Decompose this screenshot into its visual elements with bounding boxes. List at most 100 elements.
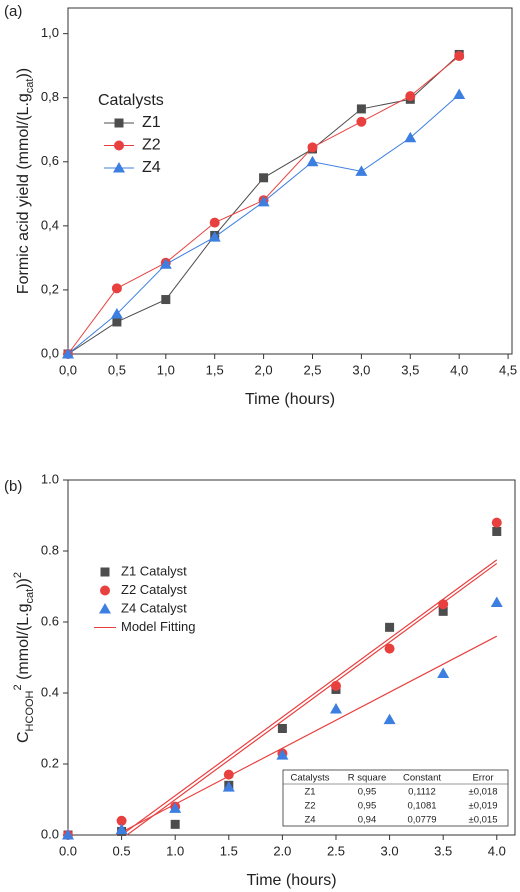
x-tick-label: 0.5	[113, 843, 131, 858]
x-tick-label: 4,5	[499, 362, 517, 377]
y-tick-label: 0.8	[41, 542, 59, 557]
legend-label: Z4 Catalyst	[121, 600, 187, 615]
y-tick-label: 0.6	[41, 613, 59, 628]
table-cell: 0,94	[358, 815, 377, 826]
marker-circle	[100, 585, 110, 596]
x-tick-label: 2,5	[303, 362, 321, 377]
marker-circle	[116, 815, 127, 826]
marker-square	[438, 606, 448, 616]
marker-triangle	[437, 667, 450, 678]
y-axis-label-part: 2	[12, 572, 24, 578]
panel-label: (b)	[4, 478, 22, 495]
marker-square	[170, 819, 180, 829]
x-axis-label: Time (hours)	[246, 872, 336, 889]
y-axis-label-part: Formic acid yield (mmol/(L.g	[15, 93, 32, 294]
panel-label: (a)	[4, 3, 22, 20]
x-tick-label: 2.0	[273, 843, 291, 858]
marker-triangle	[404, 131, 417, 143]
table-cell: 0,95	[358, 801, 377, 812]
marker-triangle	[355, 165, 368, 176]
marker-square	[161, 295, 171, 305]
y-axis-label-part: cat	[24, 79, 36, 94]
marker-circle	[330, 680, 341, 691]
table-cell: 0,1081	[407, 801, 436, 812]
plot-frame	[67, 479, 516, 836]
y-axis-label-part: HCOOH	[24, 690, 36, 731]
marker-circle	[209, 217, 220, 228]
y-axis-label-part: ))	[15, 578, 32, 589]
fit-line	[121, 559, 498, 836]
table-frame	[282, 769, 509, 827]
marker-square	[112, 317, 122, 327]
x-tick-label: 1.5	[220, 843, 238, 858]
x-tick-label: 4.0	[488, 843, 506, 858]
y-tick-label: 0.4	[41, 684, 59, 699]
table-cell: Z4	[304, 815, 315, 826]
y-tick-label: 0,6	[41, 153, 59, 168]
marker-square	[259, 173, 269, 183]
x-tick-label: 3.0	[381, 843, 399, 858]
legend-label: Model Fitting	[121, 619, 195, 634]
y-axis-label-part: 2	[12, 684, 24, 690]
y-tick-label: 0,4	[41, 217, 59, 232]
table-cell: ±0,015	[469, 815, 498, 826]
marker-triangle	[490, 596, 503, 607]
x-axis-label: Time (hours)	[245, 391, 335, 408]
x-tick-label: 3,5	[401, 362, 419, 377]
marker-triangle	[169, 802, 182, 813]
marker-triangle	[62, 829, 74, 840]
x-tick-label: 4,0	[450, 362, 468, 377]
y-tick-label: 0,2	[41, 281, 59, 296]
table-header: Error	[472, 773, 493, 784]
marker-circle	[111, 283, 122, 294]
marker-triangle	[453, 88, 466, 99]
marker-square	[114, 118, 124, 128]
legend-label: Z1 Catalyst	[121, 563, 187, 578]
legend-label: Z1	[142, 114, 161, 131]
y-tick-label: 0.2	[41, 755, 59, 770]
y-tick-label: 0,8	[41, 89, 59, 104]
marker-square	[385, 622, 395, 632]
marker-triangle	[99, 603, 111, 614]
marker-square	[492, 526, 502, 536]
y-axis-label-part: C	[15, 731, 32, 743]
y-axis-label: Formic acid yield (mmol/(L.gcat))	[15, 68, 36, 294]
table-header: Constant	[403, 773, 441, 784]
x-tick-label: 1,5	[206, 362, 224, 377]
table-cell: Z2	[304, 801, 315, 812]
y-axis-label-part: ))	[15, 68, 32, 79]
marker-circle	[307, 142, 318, 153]
y-tick-label: 0,0	[41, 345, 59, 360]
marker-circle	[405, 91, 416, 102]
plot-frame	[67, 7, 513, 355]
y-tick-label: 0.0	[41, 826, 59, 841]
marker-triangle	[306, 155, 319, 167]
marker-circle	[356, 116, 367, 127]
x-tick-label: 0.0	[59, 843, 77, 858]
table-header: Catalysts	[290, 773, 329, 784]
table-cell: 0,0779	[407, 815, 436, 826]
table-cell: ±0,018	[469, 787, 498, 798]
series-line	[67, 94, 460, 355]
marker-triangle	[329, 702, 342, 714]
y-axis-label-part: cat	[24, 589, 36, 604]
marker-circle	[454, 51, 465, 62]
marker-circle	[438, 599, 449, 610]
marker-triangle	[257, 195, 270, 207]
y-axis-label-part: (mmol/(L.g	[15, 603, 32, 684]
marker-triangle	[276, 749, 289, 760]
legend-label: Z4	[142, 159, 161, 176]
x-tick-label: 0,5	[108, 362, 126, 377]
legend-label: Z2	[142, 137, 161, 154]
table-cell: 0,1112	[408, 787, 436, 798]
x-tick-label: 2,0	[255, 362, 273, 377]
marker-triangle	[222, 781, 235, 792]
x-tick-label: 3,0	[352, 362, 370, 377]
marker-circle	[223, 769, 234, 780]
marker-square	[277, 724, 287, 733]
x-tick-label: 2.5	[327, 843, 345, 858]
fit-line	[126, 562, 498, 836]
table-cell: 0,95	[358, 787, 377, 798]
table-header: R square	[348, 773, 387, 784]
